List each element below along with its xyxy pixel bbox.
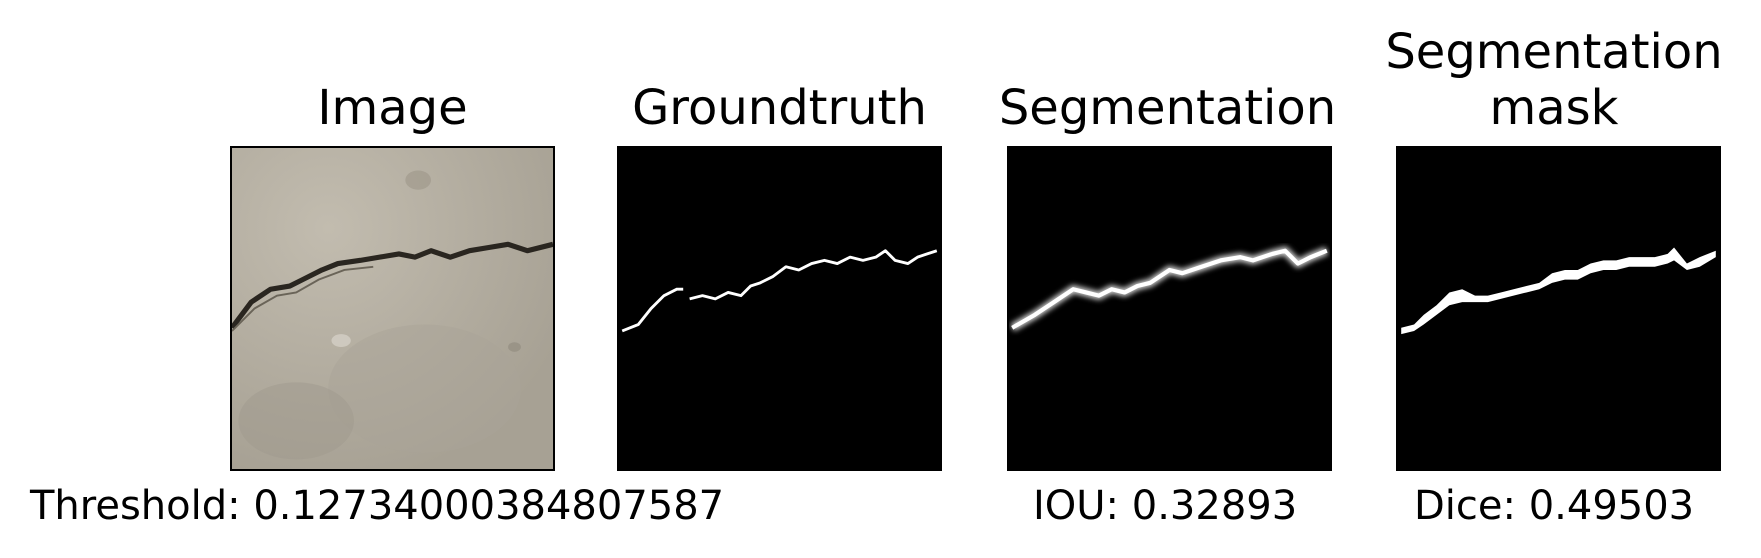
title-image: Image bbox=[317, 80, 468, 136]
segmentation-binary-mask bbox=[1398, 148, 1719, 469]
title-segmentation: Segmentation bbox=[998, 80, 1337, 136]
image-panel bbox=[230, 146, 555, 471]
segmentation-probability-map bbox=[1009, 148, 1330, 469]
title-segmentation-mask-line1: Segmentation bbox=[1385, 24, 1723, 80]
segmentation-mask-panel bbox=[1396, 146, 1721, 471]
threshold-caption: Threshold: 0.12734000384807587 bbox=[30, 483, 725, 529]
groundtruth-mask bbox=[619, 148, 940, 469]
segmentation-panel bbox=[1007, 146, 1332, 471]
concrete-photo bbox=[232, 148, 553, 469]
title-segmentation-mask-line2: mask bbox=[1489, 80, 1619, 136]
title-groundtruth: Groundtruth bbox=[632, 80, 927, 136]
iou-caption: IOU: 0.32893 bbox=[1033, 483, 1298, 529]
groundtruth-panel bbox=[617, 146, 942, 471]
dice-caption: Dice: 0.49503 bbox=[1414, 483, 1695, 529]
